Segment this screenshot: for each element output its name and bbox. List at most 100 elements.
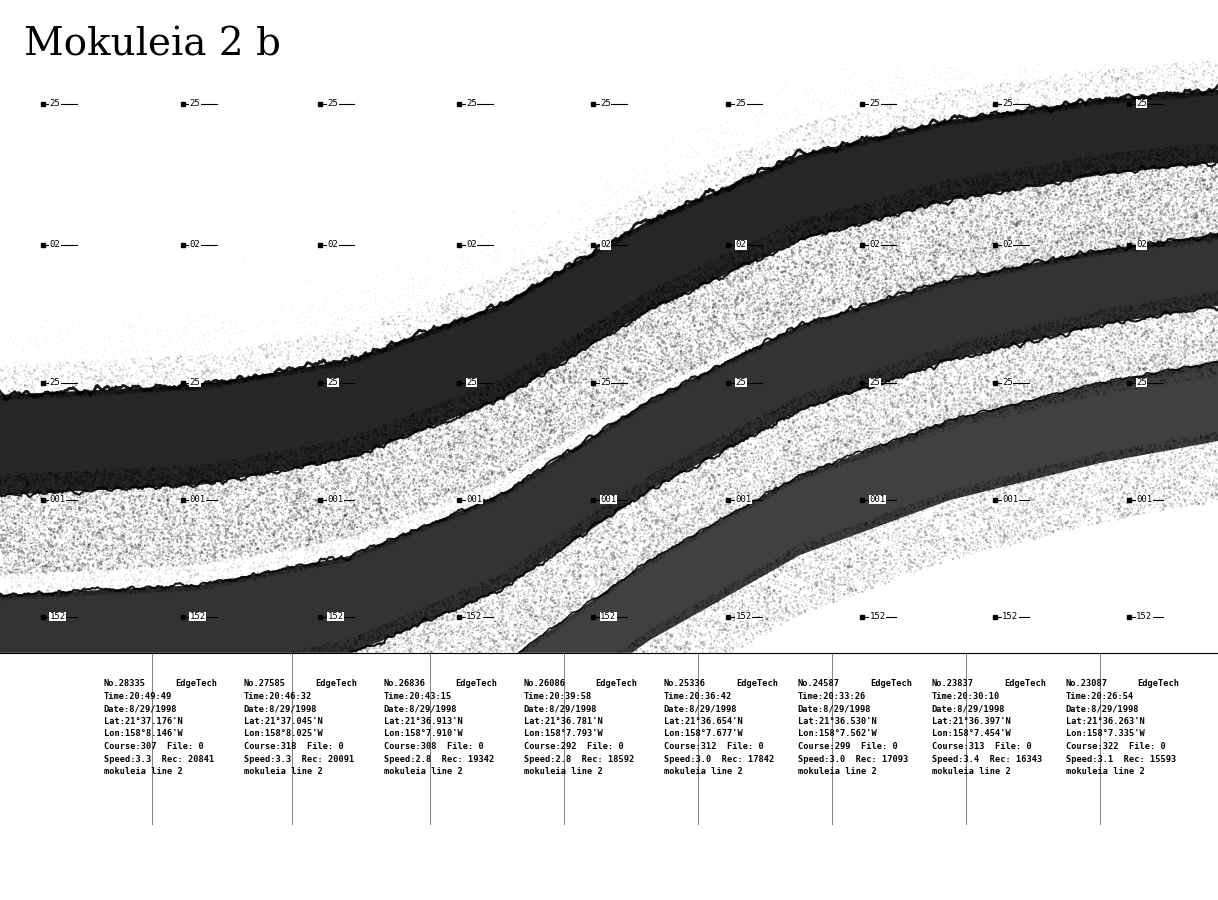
Point <box>782 298 801 312</box>
Point <box>1016 104 1035 118</box>
Point <box>653 547 672 562</box>
Point <box>1093 446 1112 460</box>
Point <box>709 590 728 605</box>
Point <box>35 369 55 383</box>
Point <box>821 258 840 273</box>
Point <box>390 704 409 718</box>
Point <box>839 112 859 127</box>
Point <box>814 410 833 425</box>
Point <box>111 466 130 481</box>
Point <box>860 197 879 211</box>
Point <box>216 688 235 703</box>
Point <box>1172 311 1191 326</box>
Point <box>264 511 284 526</box>
Point <box>526 571 546 585</box>
Point <box>641 216 660 230</box>
Point <box>371 693 391 707</box>
Point <box>457 471 476 485</box>
Point <box>0 527 11 542</box>
Point <box>859 439 878 454</box>
Point <box>426 430 446 445</box>
Point <box>541 427 560 441</box>
Point <box>700 269 720 284</box>
Point <box>95 487 114 501</box>
Point <box>112 478 132 492</box>
Point <box>945 112 965 127</box>
Point <box>495 658 514 672</box>
Point <box>205 554 224 568</box>
Point <box>1178 71 1197 86</box>
Point <box>480 734 499 748</box>
Point <box>736 175 755 189</box>
Point <box>1128 307 1147 321</box>
Point <box>285 716 304 730</box>
Point <box>1153 349 1173 364</box>
Point <box>74 884 94 898</box>
Point <box>234 572 253 586</box>
Point <box>419 327 438 341</box>
Point <box>113 506 133 520</box>
Point <box>695 367 715 382</box>
Point <box>734 585 754 599</box>
Point <box>987 263 1006 277</box>
Point <box>1071 248 1090 262</box>
Point <box>1136 443 1156 457</box>
Point <box>295 722 314 736</box>
Point <box>1206 156 1218 170</box>
Point <box>354 432 374 446</box>
Point <box>529 553 548 567</box>
Point <box>1006 224 1026 238</box>
Point <box>166 730 185 744</box>
Point <box>844 222 864 237</box>
Point <box>134 887 153 900</box>
Point <box>414 802 434 816</box>
Point <box>52 883 72 897</box>
Point <box>408 405 428 419</box>
Point <box>124 757 144 771</box>
Point <box>504 778 524 792</box>
Point <box>607 566 626 580</box>
Point <box>167 323 186 338</box>
Point <box>153 518 173 533</box>
Point <box>5 534 24 548</box>
Point <box>605 175 625 189</box>
Point <box>811 295 831 310</box>
Point <box>129 468 149 482</box>
Point <box>61 846 80 860</box>
Point <box>18 703 38 717</box>
Point <box>548 354 568 368</box>
Point <box>520 283 540 297</box>
Point <box>1112 244 1132 258</box>
Point <box>944 264 963 278</box>
Point <box>77 585 96 599</box>
Point <box>916 185 935 200</box>
Point <box>918 497 938 511</box>
Point <box>878 256 898 271</box>
Point <box>1188 344 1207 358</box>
Point <box>1164 313 1184 328</box>
Point <box>1066 253 1085 267</box>
Point <box>698 158 717 173</box>
Point <box>753 300 772 314</box>
Point <box>915 349 934 364</box>
Point <box>1096 199 1116 213</box>
Point <box>281 877 301 891</box>
Point <box>1104 244 1123 258</box>
Point <box>89 835 108 850</box>
Point <box>996 264 1016 278</box>
Point <box>307 320 326 335</box>
Point <box>692 116 711 130</box>
Point <box>430 632 449 646</box>
Point <box>1056 254 1075 268</box>
Point <box>720 247 739 261</box>
Point <box>491 299 510 313</box>
Point <box>32 746 51 760</box>
Point <box>600 332 620 347</box>
Point <box>144 354 163 368</box>
Point <box>1149 194 1168 209</box>
Point <box>492 660 512 674</box>
Point <box>251 524 270 538</box>
Point <box>132 585 151 599</box>
Point <box>968 104 988 118</box>
Point <box>817 298 837 312</box>
